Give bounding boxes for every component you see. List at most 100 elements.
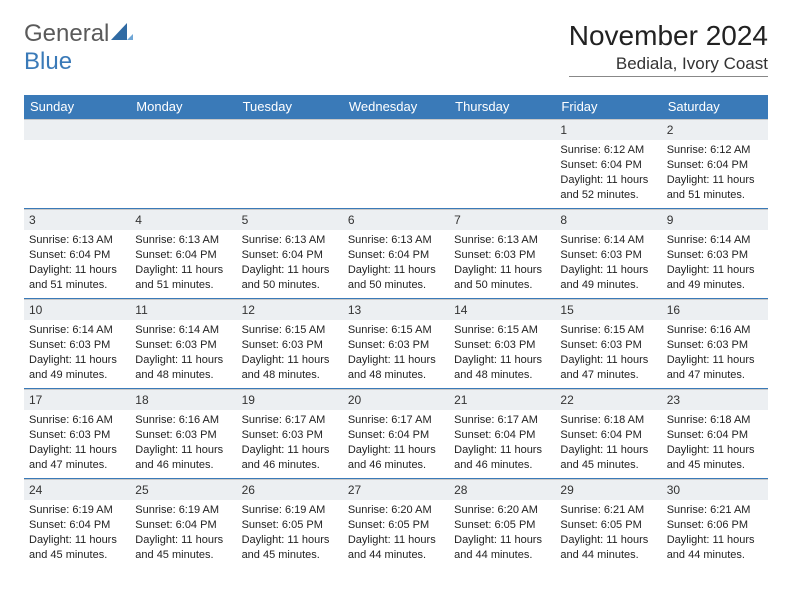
day-number: 25 [130, 479, 236, 500]
daylight-text: Daylight: 11 hours and 44 minutes. [667, 533, 763, 563]
sunrise-text: Sunrise: 6:19 AM [135, 503, 231, 518]
sunrise-text: Sunrise: 6:20 AM [348, 503, 444, 518]
day-number: 11 [130, 299, 236, 320]
logo-word-blue: Blue [24, 48, 72, 75]
daylight-text: Daylight: 11 hours and 45 minutes. [29, 533, 125, 563]
sunset-text: Sunset: 6:04 PM [29, 518, 125, 533]
calendar-day-cell [24, 119, 130, 209]
day-number [343, 119, 449, 140]
sunrise-text: Sunrise: 6:14 AM [135, 323, 231, 338]
day-number: 16 [662, 299, 768, 320]
sunset-text: Sunset: 6:04 PM [667, 428, 763, 443]
day-details: Sunrise: 6:19 AMSunset: 6:05 PMDaylight:… [237, 500, 343, 564]
day-number: 27 [343, 479, 449, 500]
day-details: Sunrise: 6:20 AMSunset: 6:05 PMDaylight:… [449, 500, 555, 564]
sunrise-text: Sunrise: 6:14 AM [667, 233, 763, 248]
day-details: Sunrise: 6:18 AMSunset: 6:04 PMDaylight:… [555, 410, 661, 474]
day-details: Sunrise: 6:13 AMSunset: 6:03 PMDaylight:… [449, 230, 555, 294]
calendar-day-cell [130, 119, 236, 209]
calendar-day-cell: 27Sunrise: 6:20 AMSunset: 6:05 PMDayligh… [343, 479, 449, 569]
day-details: Sunrise: 6:14 AMSunset: 6:03 PMDaylight:… [24, 320, 130, 384]
day-details: Sunrise: 6:13 AMSunset: 6:04 PMDaylight:… [343, 230, 449, 294]
day-number: 22 [555, 389, 661, 410]
sunrise-text: Sunrise: 6:21 AM [560, 503, 656, 518]
day-number: 4 [130, 209, 236, 230]
day-number: 8 [555, 209, 661, 230]
daylight-text: Daylight: 11 hours and 48 minutes. [348, 353, 444, 383]
day-details: Sunrise: 6:15 AMSunset: 6:03 PMDaylight:… [343, 320, 449, 384]
day-number: 9 [662, 209, 768, 230]
daylight-text: Daylight: 11 hours and 47 minutes. [667, 353, 763, 383]
daylight-text: Daylight: 11 hours and 49 minutes. [29, 353, 125, 383]
day-number: 3 [24, 209, 130, 230]
day-number: 1 [555, 119, 661, 140]
daylight-text: Daylight: 11 hours and 44 minutes. [560, 533, 656, 563]
calendar-day-cell [343, 119, 449, 209]
sunset-text: Sunset: 6:05 PM [560, 518, 656, 533]
calendar-day-cell: 7Sunrise: 6:13 AMSunset: 6:03 PMDaylight… [449, 209, 555, 299]
day-details: Sunrise: 6:21 AMSunset: 6:06 PMDaylight:… [662, 500, 768, 564]
day-number: 14 [449, 299, 555, 320]
sunset-text: Sunset: 6:04 PM [135, 518, 231, 533]
logo-text: General Blue [24, 20, 134, 76]
calendar-day-cell: 20Sunrise: 6:17 AMSunset: 6:04 PMDayligh… [343, 389, 449, 479]
sunset-text: Sunset: 6:04 PM [29, 248, 125, 263]
sunrise-text: Sunrise: 6:13 AM [348, 233, 444, 248]
day-number [130, 119, 236, 140]
weekday-header: Wednesday [343, 95, 449, 119]
sunset-text: Sunset: 6:03 PM [454, 338, 550, 353]
calendar-day-cell: 15Sunrise: 6:15 AMSunset: 6:03 PMDayligh… [555, 299, 661, 389]
calendar-day-cell: 22Sunrise: 6:18 AMSunset: 6:04 PMDayligh… [555, 389, 661, 479]
sunset-text: Sunset: 6:05 PM [242, 518, 338, 533]
daylight-text: Daylight: 11 hours and 44 minutes. [454, 533, 550, 563]
day-number: 21 [449, 389, 555, 410]
weekday-header: Thursday [449, 95, 555, 119]
calendar-day-cell: 11Sunrise: 6:14 AMSunset: 6:03 PMDayligh… [130, 299, 236, 389]
day-number: 30 [662, 479, 768, 500]
weekday-header: Saturday [662, 95, 768, 119]
calendar-body: 1Sunrise: 6:12 AMSunset: 6:04 PMDaylight… [24, 119, 768, 569]
calendar-day-cell: 14Sunrise: 6:15 AMSunset: 6:03 PMDayligh… [449, 299, 555, 389]
sunset-text: Sunset: 6:03 PM [135, 338, 231, 353]
sunrise-text: Sunrise: 6:16 AM [29, 413, 125, 428]
calendar-day-cell: 4 Sunrise: 6:13 AMSunset: 6:04 PMDaylight… [130, 209, 236, 299]
day-details: Sunrise: 6:20 AMSunset: 6:05 PMDaylight:… [343, 500, 449, 564]
daylight-text: Daylight: 11 hours and 51 minutes. [135, 263, 231, 293]
daylight-text: Daylight: 11 hours and 52 minutes. [560, 173, 656, 203]
day-number: 10 [24, 299, 130, 320]
sunrise-text: Sunrise: 6:14 AM [560, 233, 656, 248]
weekday-header: Monday [130, 95, 236, 119]
daylight-text: Daylight: 11 hours and 51 minutes. [29, 263, 125, 293]
day-details: Sunrise: 6:17 AMSunset: 6:03 PMDaylight:… [237, 410, 343, 474]
sunrise-text: Sunrise: 6:13 AM [242, 233, 338, 248]
sunset-text: Sunset: 6:03 PM [560, 248, 656, 263]
sunset-text: Sunset: 6:03 PM [29, 338, 125, 353]
daylight-text: Daylight: 11 hours and 50 minutes. [348, 263, 444, 293]
day-details: Sunrise: 6:14 AMSunset: 6:03 PMDaylight:… [130, 320, 236, 384]
calendar-day-cell: 6Sunrise: 6:13 AMSunset: 6:04 PMDaylight… [343, 209, 449, 299]
sunrise-text: Sunrise: 6:15 AM [560, 323, 656, 338]
weekday-header-row: SundayMondayTuesdayWednesdayThursdayFrid… [24, 95, 768, 119]
sunrise-text: Sunrise: 6:13 AM [135, 233, 231, 248]
header: General Blue November 2024 Bediala, Ivor… [24, 20, 768, 77]
day-details: Sunrise: 6:12 AMSunset: 6:04 PMDaylight:… [662, 140, 768, 204]
calendar-day-cell [449, 119, 555, 209]
sunrise-text: Sunrise: 6:19 AM [29, 503, 125, 518]
daylight-text: Daylight: 11 hours and 51 minutes. [667, 173, 763, 203]
calendar-day-cell: 21Sunrise: 6:17 AMSunset: 6:04 PMDayligh… [449, 389, 555, 479]
sunset-text: Sunset: 6:04 PM [560, 428, 656, 443]
calendar-day-cell [237, 119, 343, 209]
calendar-day-cell: 1Sunrise: 6:12 AMSunset: 6:04 PMDaylight… [555, 119, 661, 209]
sunset-text: Sunset: 6:04 PM [135, 248, 231, 263]
sunset-text: Sunset: 6:06 PM [667, 518, 763, 533]
sunrise-text: Sunrise: 6:16 AM [135, 413, 231, 428]
sunset-text: Sunset: 6:03 PM [454, 248, 550, 263]
calendar-day-cell: 18Sunrise: 6:16 AMSunset: 6:03 PMDayligh… [130, 389, 236, 479]
sunrise-text: Sunrise: 6:18 AM [560, 413, 656, 428]
sunrise-text: Sunrise: 6:15 AM [242, 323, 338, 338]
day-details: Sunrise: 6:13 AMSunset: 6:04 PMDaylight:… [237, 230, 343, 294]
sunrise-text: Sunrise: 6:16 AM [667, 323, 763, 338]
day-details: Sunrise: 6:14 AMSunset: 6:03 PMDaylight:… [555, 230, 661, 294]
day-number [237, 119, 343, 140]
sunrise-text: Sunrise: 6:12 AM [560, 143, 656, 158]
